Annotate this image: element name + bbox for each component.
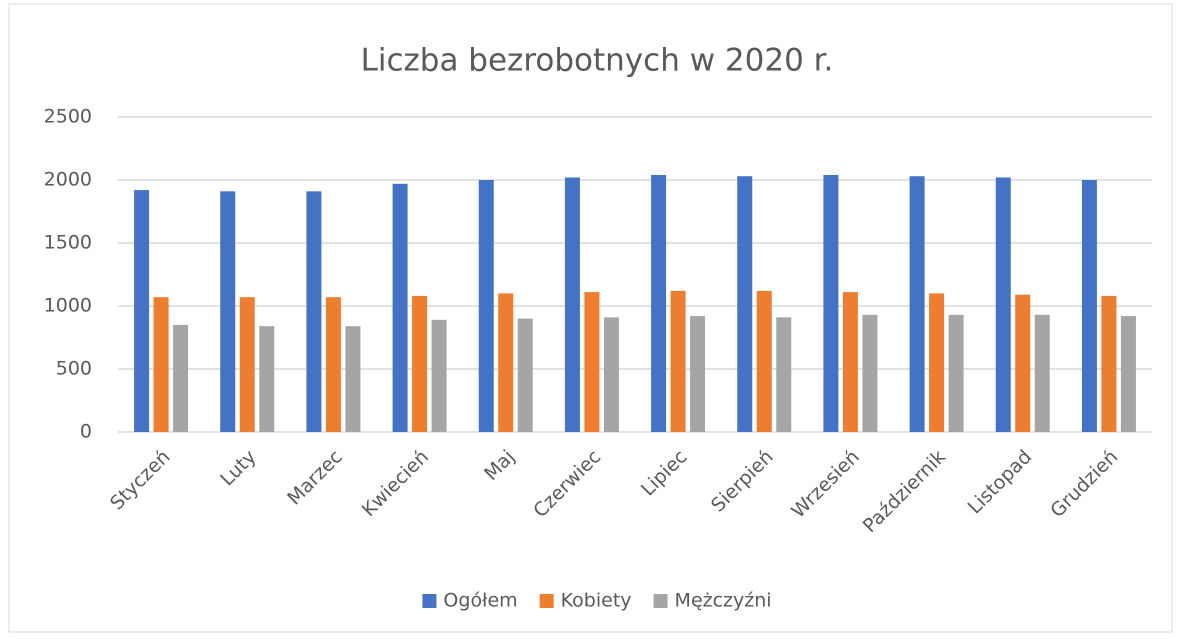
bar xyxy=(1101,295,1117,432)
legend-label: Mężczyźni xyxy=(675,590,772,612)
bar xyxy=(842,292,858,432)
bar xyxy=(823,174,839,432)
bar xyxy=(1015,294,1031,432)
bar xyxy=(173,324,189,432)
y-tick-label: 1000 xyxy=(44,295,92,317)
bar xyxy=(153,297,169,432)
bar xyxy=(670,290,686,432)
bar xyxy=(756,290,772,432)
legend-label: Kobiety xyxy=(561,590,632,612)
bar xyxy=(259,326,275,432)
bar xyxy=(412,295,428,432)
bar xyxy=(1120,316,1136,432)
bar xyxy=(431,319,447,432)
y-tick-label: 0 xyxy=(80,421,92,443)
y-tick-label: 500 xyxy=(56,358,92,380)
bar xyxy=(392,183,408,432)
bar xyxy=(564,177,580,432)
bar xyxy=(584,292,600,432)
chart-title: Liczba bezrobotnych w 2020 r. xyxy=(361,43,834,79)
bar xyxy=(776,317,792,432)
bar xyxy=(1081,180,1097,432)
y-tick-label: 2000 xyxy=(44,169,92,191)
legend-swatch xyxy=(539,594,554,608)
bar xyxy=(995,177,1011,432)
y-tick-label: 2500 xyxy=(44,106,92,128)
bar xyxy=(239,297,255,432)
bar xyxy=(909,176,925,432)
bar xyxy=(929,293,945,432)
bar xyxy=(345,326,361,432)
bar xyxy=(134,190,150,432)
bar xyxy=(1034,314,1050,432)
bar xyxy=(862,314,878,432)
bar xyxy=(948,314,964,432)
bar xyxy=(325,297,341,432)
bar xyxy=(651,174,667,432)
bar xyxy=(690,316,706,432)
y-tick-label: 1500 xyxy=(44,232,92,254)
bar xyxy=(220,191,236,432)
bar xyxy=(478,180,494,432)
bar xyxy=(498,293,514,432)
bar xyxy=(517,318,533,432)
bar xyxy=(306,191,322,432)
bar xyxy=(603,317,619,432)
bar xyxy=(737,176,753,432)
legend-swatch xyxy=(422,594,437,608)
legend-label: Ogółem xyxy=(443,590,517,612)
legend-swatch xyxy=(653,594,668,608)
